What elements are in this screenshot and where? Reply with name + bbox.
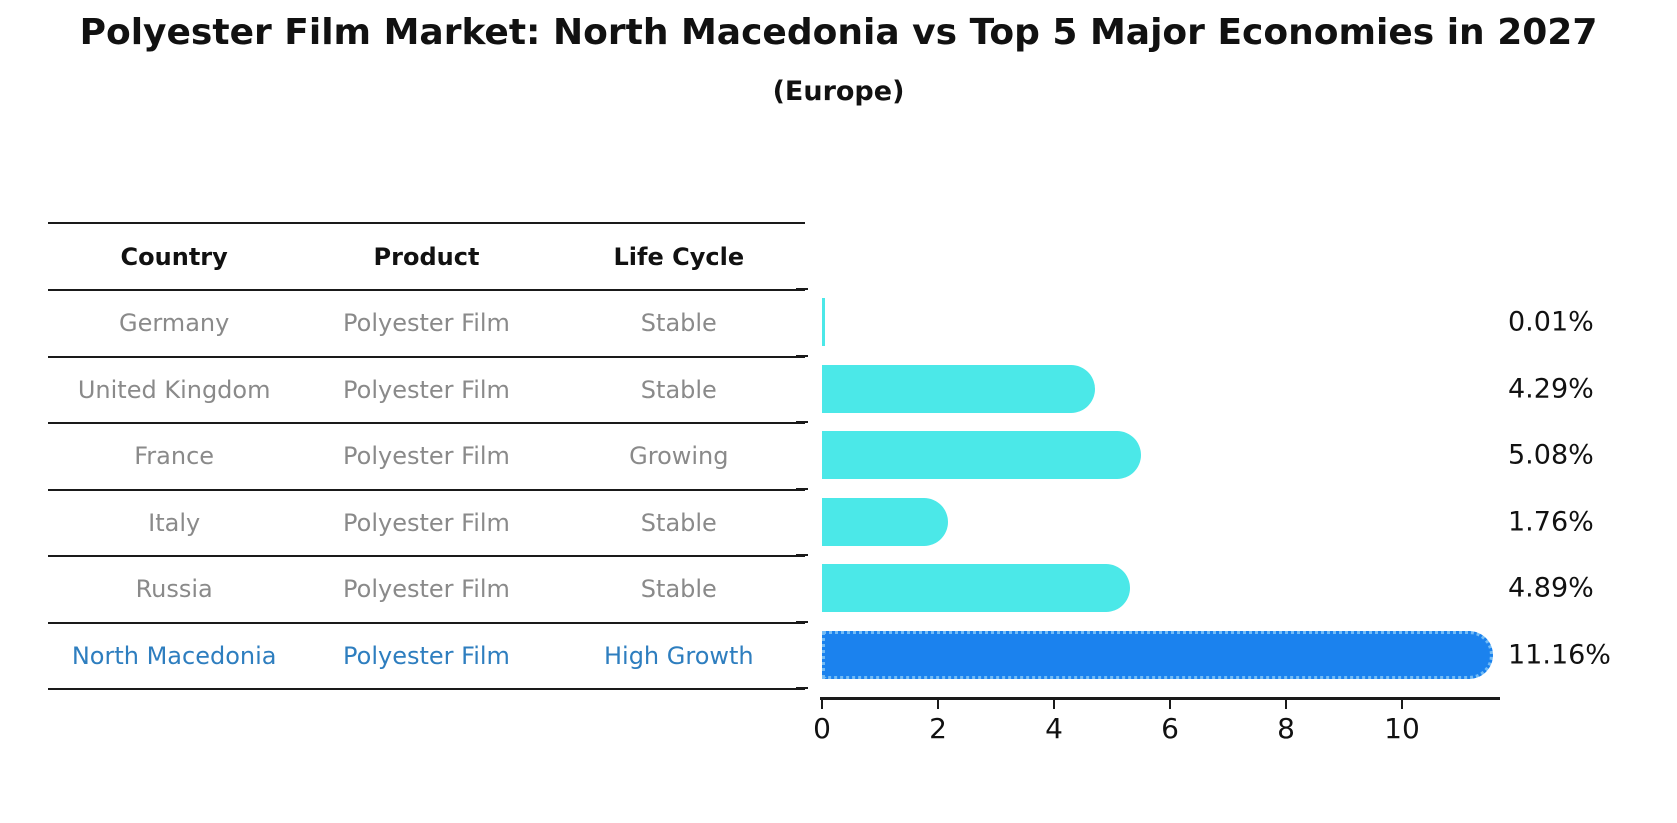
table-cell-life-cycle: High Growth bbox=[603, 641, 754, 670]
y-axis-tick bbox=[796, 554, 808, 556]
table-cell-life-cycle: Stable bbox=[640, 309, 717, 338]
bar-italy bbox=[822, 497, 949, 546]
bar-russia bbox=[822, 564, 1130, 613]
table-header-cell: Life Cycle bbox=[613, 242, 745, 271]
table-cell-product: Polyester Film bbox=[343, 309, 510, 338]
y-axis-tick bbox=[796, 487, 808, 490]
y-axis-tick bbox=[796, 354, 808, 357]
x-axis-tick-label: 6 bbox=[1161, 712, 1179, 745]
table-cell-country: United Kingdom bbox=[77, 375, 271, 404]
country-table: Country Product Life Cycle Germany Polyeste… bbox=[48, 222, 805, 690]
y-axis-tick bbox=[796, 288, 808, 290]
table-row: Russia Polyester Film Stable bbox=[48, 557, 805, 624]
table-cell-product: Polyester Film bbox=[343, 508, 510, 537]
table-row: North Macedonia Polyester Film High Growth bbox=[48, 624, 805, 690]
x-axis-tick bbox=[821, 700, 823, 709]
bar-germany bbox=[822, 298, 825, 347]
table-cell-country: France bbox=[134, 442, 215, 471]
table-row: Italy Polyester Film Stable bbox=[48, 491, 805, 557]
table-cell-product: Polyester Film bbox=[343, 442, 510, 471]
y-axis-tick bbox=[796, 421, 808, 423]
table-cell-country: Russia bbox=[135, 575, 213, 604]
x-axis-tick bbox=[937, 700, 939, 709]
x-axis-tick-label: 8 bbox=[1277, 712, 1295, 745]
x-axis-tick-label: 2 bbox=[929, 712, 947, 745]
table-body: Germany Polyester Film Stable United Kingdo… bbox=[48, 291, 805, 690]
table-cell-life-cycle: Stable bbox=[640, 375, 717, 404]
x-axis-tick-label: 0 bbox=[813, 712, 831, 745]
bar-value-label: 4.29% bbox=[1508, 373, 1594, 405]
y-axis-tick bbox=[796, 620, 808, 623]
bar-value-label: 0.01% bbox=[1508, 306, 1594, 338]
x-axis-tick bbox=[1169, 700, 1171, 709]
table-cell-product: Polyester Film bbox=[343, 375, 510, 404]
bar-value-label: 1.76% bbox=[1508, 506, 1594, 538]
table-cell-country: North Macedonia bbox=[71, 641, 277, 670]
table-cell-product: Polyester Film bbox=[343, 641, 510, 670]
table-cell-country: Italy bbox=[148, 508, 201, 537]
x-axis-tick-label: 4 bbox=[1045, 712, 1063, 745]
table-cell-product: Polyester Film bbox=[343, 575, 510, 604]
x-axis-tick bbox=[1401, 700, 1403, 709]
table-cell-life-cycle: Stable bbox=[640, 575, 717, 604]
bar-france bbox=[822, 431, 1141, 480]
table-row: Germany Polyester Film Stable bbox=[48, 291, 805, 358]
table-row: France Polyester Film Growing bbox=[48, 424, 805, 491]
y-axis-tick bbox=[796, 687, 808, 689]
table-cell-life-cycle: Stable bbox=[640, 508, 717, 537]
x-axis-tick bbox=[1053, 700, 1055, 709]
bar-value-label: 5.08% bbox=[1508, 439, 1594, 471]
x-axis-line bbox=[820, 697, 1500, 700]
chart-title: Polyester Film Market: North Macedonia v… bbox=[79, 12, 1598, 53]
table-header-cell: Country bbox=[120, 242, 228, 271]
x-axis-tick-label: 10 bbox=[1384, 712, 1420, 745]
table-header-cell: Product bbox=[373, 242, 480, 271]
table-header-row: Country Product Life Cycle bbox=[48, 224, 805, 291]
bar-value-label: 11.16% bbox=[1508, 639, 1611, 671]
bar-united-kingdom bbox=[822, 364, 1095, 413]
table-row: United Kingdom Polyester Film Stable bbox=[48, 358, 805, 424]
bar-north-macedonia bbox=[822, 630, 1494, 679]
table-cell-life-cycle: Growing bbox=[629, 442, 729, 471]
x-axis-tick bbox=[1285, 700, 1287, 709]
chart-subtitle: (Europe) bbox=[772, 76, 905, 107]
table-cell-country: Germany bbox=[119, 309, 230, 338]
bar-value-label: 4.89% bbox=[1508, 572, 1594, 604]
